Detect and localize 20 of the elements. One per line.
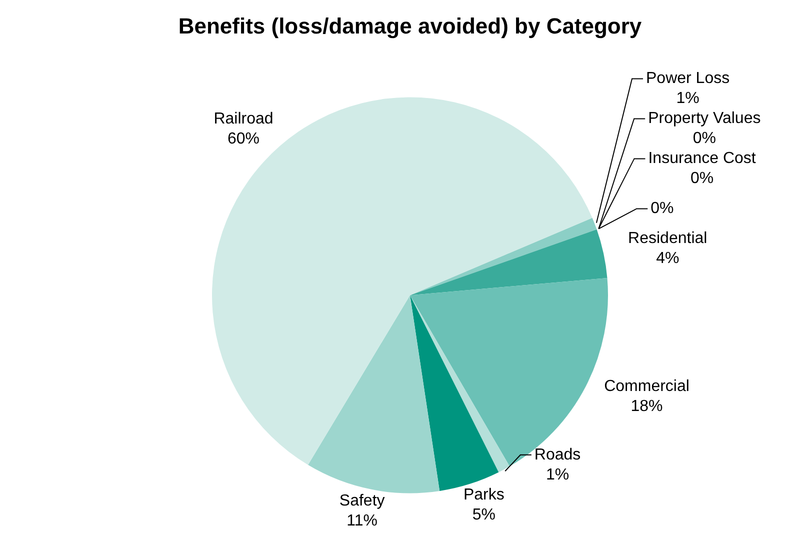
category-label: Insurance Cost: [648, 150, 756, 168]
data-label: 5%: [472, 506, 496, 524]
data-label: 18%: [630, 398, 663, 415]
slice-label: Power Loss: [646, 70, 730, 88]
data-label: 1%: [546, 466, 570, 484]
slice-label: Residential: [628, 230, 708, 248]
data-label: 11%: [346, 512, 378, 530]
slice-label: Commercial: [604, 378, 690, 395]
data-label: 1%: [676, 90, 700, 108]
data-label: 60%: [227, 130, 260, 148]
slice-label: Roads: [534, 446, 581, 464]
text: 0%: [692, 130, 716, 148]
slice-label: Railroad: [214, 110, 274, 128]
text: 0%: [650, 200, 674, 218]
slice-label: Parks: [463, 486, 504, 504]
category-label: Property Values: [648, 110, 761, 128]
chart-title: Benefits (loss/damage avoided) by Category: [178, 13, 642, 38]
data-label: 4%: [656, 250, 680, 268]
text: 0%: [690, 170, 714, 188]
slice-label: Safety: [339, 492, 385, 510]
